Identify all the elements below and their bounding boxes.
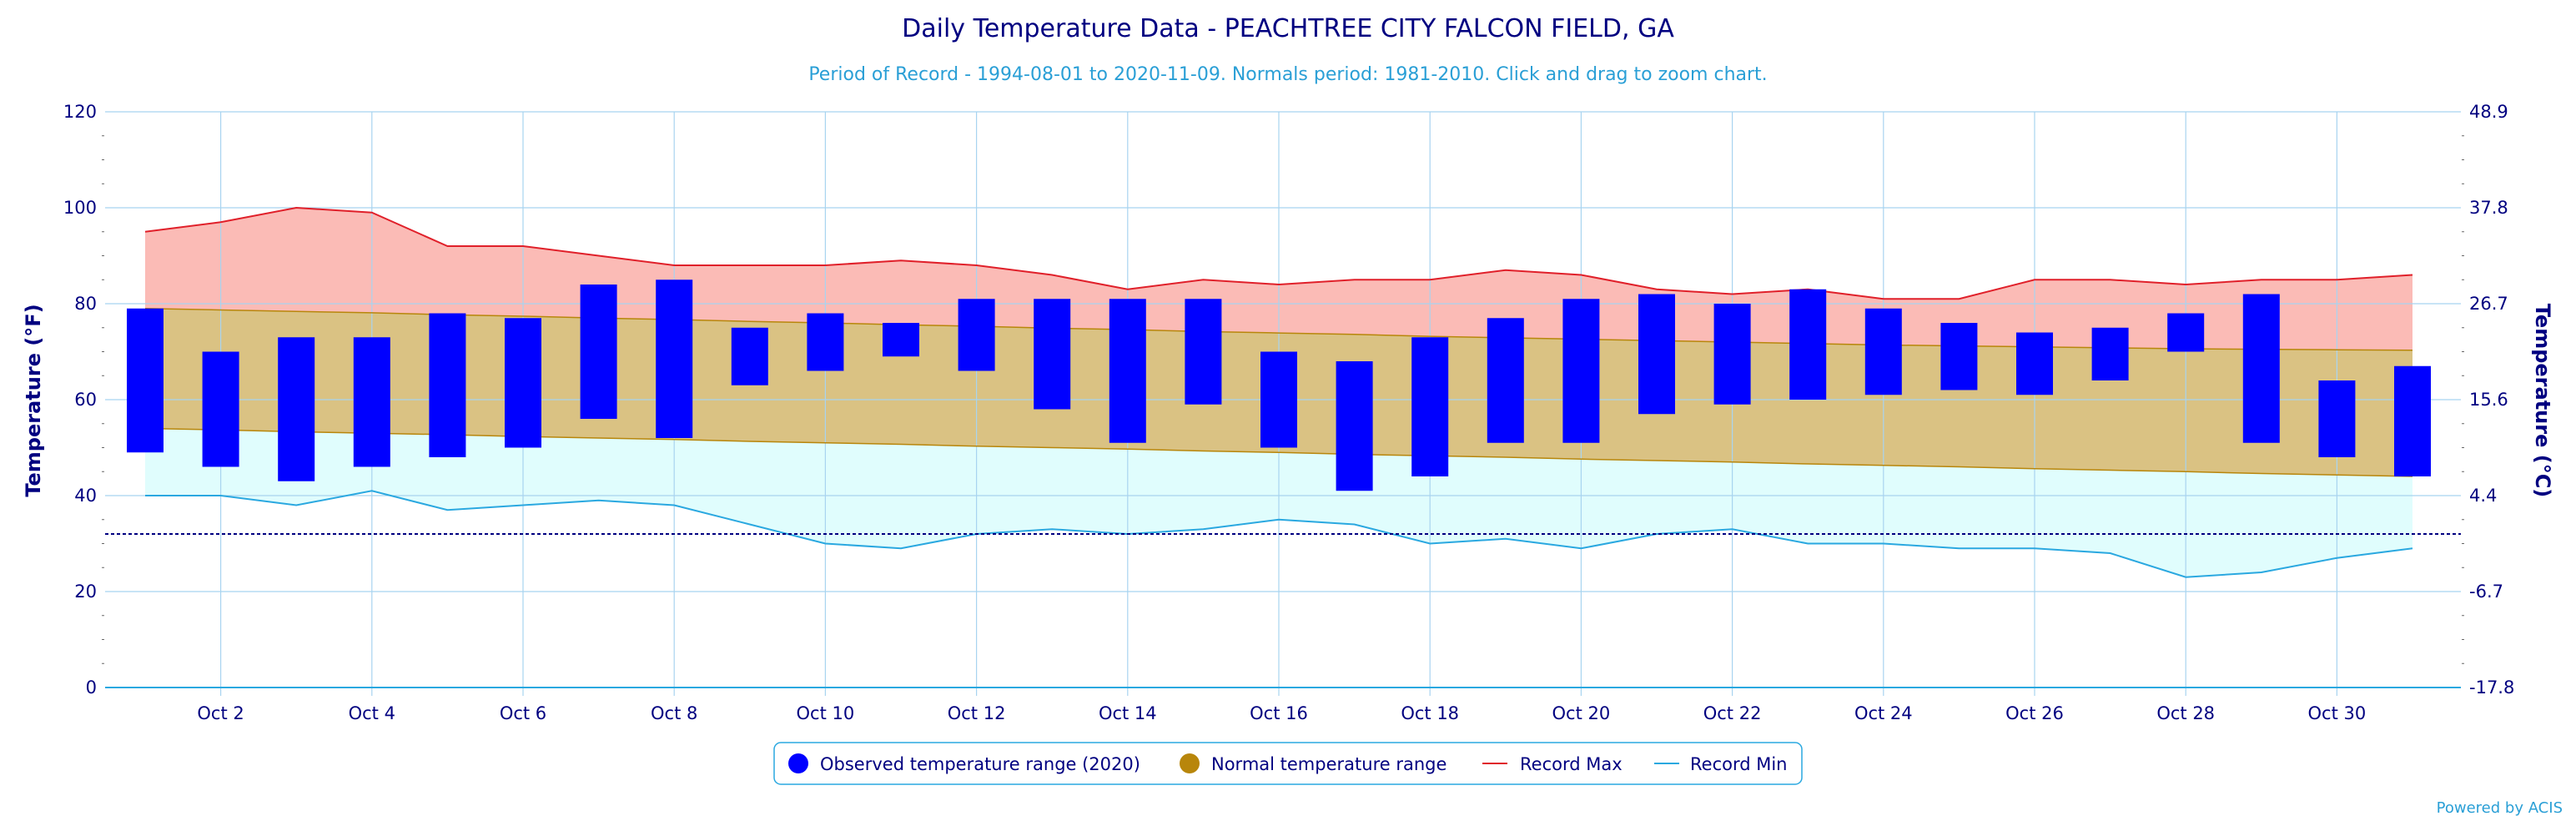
observed-range-bar-oct-11[interactable]: [883, 323, 919, 357]
observed-range-bar-oct-18[interactable]: [1411, 337, 1449, 476]
observed-range-bar-oct-28[interactable]: [2167, 313, 2205, 352]
x-tick-label: Oct 14: [1099, 703, 1157, 723]
legend-observed-label: Observed temperature range (2020): [820, 754, 1140, 774]
observed-range-bar-oct-26[interactable]: [2016, 332, 2053, 395]
y-tick-label-left: 40: [74, 486, 97, 506]
observed-range-bar-oct-5[interactable]: [429, 313, 466, 458]
x-tick-label: Oct 28: [2156, 703, 2215, 723]
legend-normal-label: Normal temperature range: [1211, 754, 1446, 774]
observed-range-bar-oct-13[interactable]: [1034, 299, 1071, 410]
plot-area[interactable]: 0 -17.8 20 -6.7 40 4.4 60 15.6 80 26.7 100 37.8 120 4…: [63, 102, 2514, 723]
observed-range-bar-oct-3[interactable]: [278, 337, 315, 481]
observed-range-bar-oct-20[interactable]: [1562, 299, 1600, 443]
y-axis-title-left: Temperature (°F): [22, 304, 45, 496]
y-tick-label-left: 60: [74, 390, 97, 410]
legend: Observed temperature range (2020) Normal…: [773, 742, 1803, 785]
y-axis-title-right: Temperature (°C): [2531, 304, 2554, 498]
observed-range-bar-oct-15[interactable]: [1185, 299, 1222, 405]
legend-item-record-min[interactable]: Record Min: [1654, 754, 1788, 774]
observed-range-bar-oct-12[interactable]: [958, 299, 995, 371]
observed-range-bar-oct-31[interactable]: [2394, 365, 2431, 476]
x-tick-label: Oct 26: [2005, 703, 2064, 723]
observed-range-bar-oct-6[interactable]: [505, 318, 541, 448]
x-tick-label: Oct 8: [651, 703, 697, 723]
observed-range-bar-oct-4[interactable]: [353, 337, 390, 467]
observed-range-bar-oct-9[interactable]: [731, 327, 768, 385]
chart-subtitle: Period of Record - 1994-08-01 to 2020-11…: [808, 64, 1767, 85]
credit-link[interactable]: Powered by ACIS: [2437, 799, 2563, 817]
x-tick-label: Oct 12: [948, 703, 1006, 723]
x-tick-label: Oct 2: [197, 703, 244, 723]
y-tick-label-left: 0: [86, 677, 97, 698]
observed-range-bar-oct-27[interactable]: [2091, 327, 2129, 380]
y-tick-label-right: -17.8: [2469, 677, 2514, 698]
observed-range-bar-oct-1[interactable]: [127, 308, 164, 453]
x-tick-label: Oct 6: [500, 703, 546, 723]
chart-title: Daily Temperature Data - PEACHTREE CITY …: [902, 14, 1674, 43]
legend-normal-marker: [1180, 753, 1200, 773]
observed-range-bar-oct-10[interactable]: [807, 313, 844, 371]
legend-observed-marker: [788, 753, 808, 773]
y-tick-label-right: 26.7: [2469, 294, 2508, 314]
record-max-line[interactable]: [144, 206, 2413, 300]
observed-range-bar-oct-7[interactable]: [580, 285, 617, 419]
y-tick-label-right: 37.8: [2469, 198, 2508, 218]
observed-range-bar-oct-8[interactable]: [656, 280, 693, 438]
observed-range-bar-oct-24[interactable]: [1864, 308, 1902, 395]
y-tick-label-left: 80: [74, 294, 97, 314]
observed-range-bar-oct-14[interactable]: [1109, 299, 1146, 443]
observed-range-bar-oct-22[interactable]: [1713, 304, 1751, 405]
legend-record-max-label: Record Max: [1520, 754, 1623, 774]
observed-range-bar-oct-23[interactable]: [1789, 289, 1827, 400]
x-tick-label: Oct 10: [797, 703, 855, 723]
observed-range-bar-oct-2[interactable]: [202, 351, 239, 467]
y-tick-label-right: 4.4: [2469, 486, 2497, 506]
legend-item-normal[interactable]: Normal temperature range: [1180, 753, 1446, 774]
observed-range-bar-oct-29[interactable]: [2242, 294, 2280, 443]
x-tick-label: Oct 30: [2308, 703, 2367, 723]
record-max-band: [145, 208, 2412, 350]
legend-box: [773, 742, 1803, 785]
record-min-line[interactable]: [145, 490, 2413, 578]
legend-record-min-label: Record Min: [1690, 754, 1788, 774]
observed-range-bar-oct-25[interactable]: [1940, 323, 1978, 390]
y-tick-label-left: 100: [63, 198, 97, 218]
x-tick-label: Oct 18: [1401, 703, 1459, 723]
y-tick-label-right: 15.6: [2469, 390, 2508, 410]
observed-range-bar-oct-19[interactable]: [1487, 318, 1524, 443]
y-tick-label-left: 120: [63, 102, 97, 122]
observed-range-bar-oct-21[interactable]: [1638, 294, 1675, 415]
x-tick-label: Oct 24: [1854, 703, 1913, 723]
legend-item-observed[interactable]: Observed temperature range (2020): [788, 753, 1140, 774]
x-tick-label: Oct 22: [1703, 703, 1762, 723]
legend-item-record-max[interactable]: Record Max: [1482, 754, 1623, 774]
observed-range-bar-oct-30[interactable]: [2318, 380, 2356, 457]
observed-range-bar-oct-16[interactable]: [1260, 351, 1297, 448]
y-tick-label-right: -6.7: [2469, 582, 2503, 602]
y-tick-label-right: 48.9: [2469, 102, 2508, 122]
x-tick-label: Oct 20: [1552, 703, 1611, 723]
y-tick-label-left: 20: [74, 582, 97, 602]
observed-range-bar-oct-17[interactable]: [1336, 361, 1373, 491]
x-tick-label: Oct 4: [349, 703, 395, 723]
x-tick-label: Oct 16: [1250, 703, 1308, 723]
